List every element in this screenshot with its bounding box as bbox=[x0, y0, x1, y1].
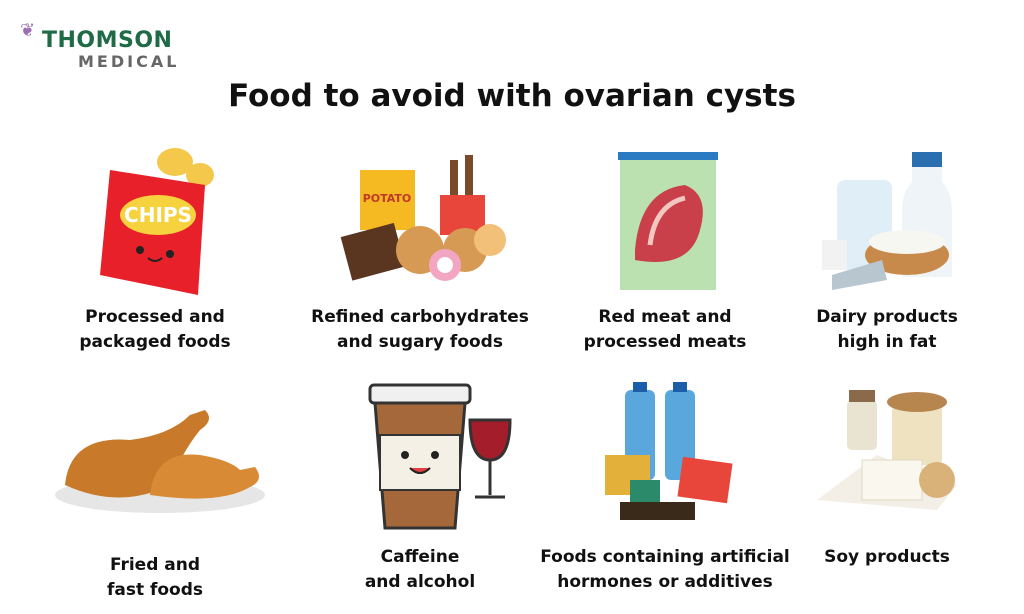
item-processed-foods: CHIPS Processed and packaged foods bbox=[30, 140, 280, 355]
meat-package-icon bbox=[618, 152, 718, 290]
item-label: Foods containing artificial hormones or … bbox=[540, 547, 790, 592]
coffee-wine-icon bbox=[368, 383, 512, 530]
fried-chicken-icon bbox=[55, 410, 265, 513]
item-label: Caffeine and alcohol bbox=[364, 547, 476, 592]
item-label: Dairy products high in fat bbox=[816, 307, 958, 352]
svg-text:POTATO: POTATO bbox=[363, 192, 412, 205]
item-label: Soy products bbox=[824, 547, 950, 567]
sweets-icon: POTATO bbox=[340, 155, 506, 281]
soy-icon bbox=[817, 390, 957, 510]
item-caffeine-alcohol: Caffeine and alcohol bbox=[295, 380, 545, 595]
item-red-meat: Red meat and processed meats bbox=[540, 140, 790, 355]
item-label: Processed and packaged foods bbox=[79, 307, 231, 352]
bottled-canned-food-icon bbox=[605, 382, 733, 520]
svg-text:CHIPS: CHIPS bbox=[124, 203, 192, 227]
item-artificial-hormones: Foods containing artificial hormones or … bbox=[540, 380, 790, 595]
logo-line2: MEDICAL bbox=[78, 52, 180, 71]
butterfly-icon: ❦ bbox=[20, 20, 36, 41]
item-dairy: Dairy products high in fat bbox=[762, 140, 1012, 355]
item-label: Red meat and processed meats bbox=[583, 307, 747, 352]
item-soy: Soy products bbox=[762, 380, 1012, 570]
item-label: Refined carbohydrates and sugary foods bbox=[311, 307, 529, 352]
dairy-icon bbox=[822, 152, 952, 290]
item-refined-carbs: POTATO Refined carbohydrates and sugary … bbox=[295, 140, 545, 355]
thomson-medical-logo: ❦ THOMSON MEDICAL bbox=[18, 18, 188, 73]
item-fried-foods: Fried and fast foods bbox=[30, 395, 280, 603]
item-label: Fried and fast foods bbox=[106, 555, 204, 600]
page-title: Food to avoid with ovarian cysts bbox=[228, 78, 796, 114]
logo-line1: THOMSON bbox=[42, 28, 173, 53]
chips-bag-icon: CHIPS bbox=[100, 148, 214, 295]
